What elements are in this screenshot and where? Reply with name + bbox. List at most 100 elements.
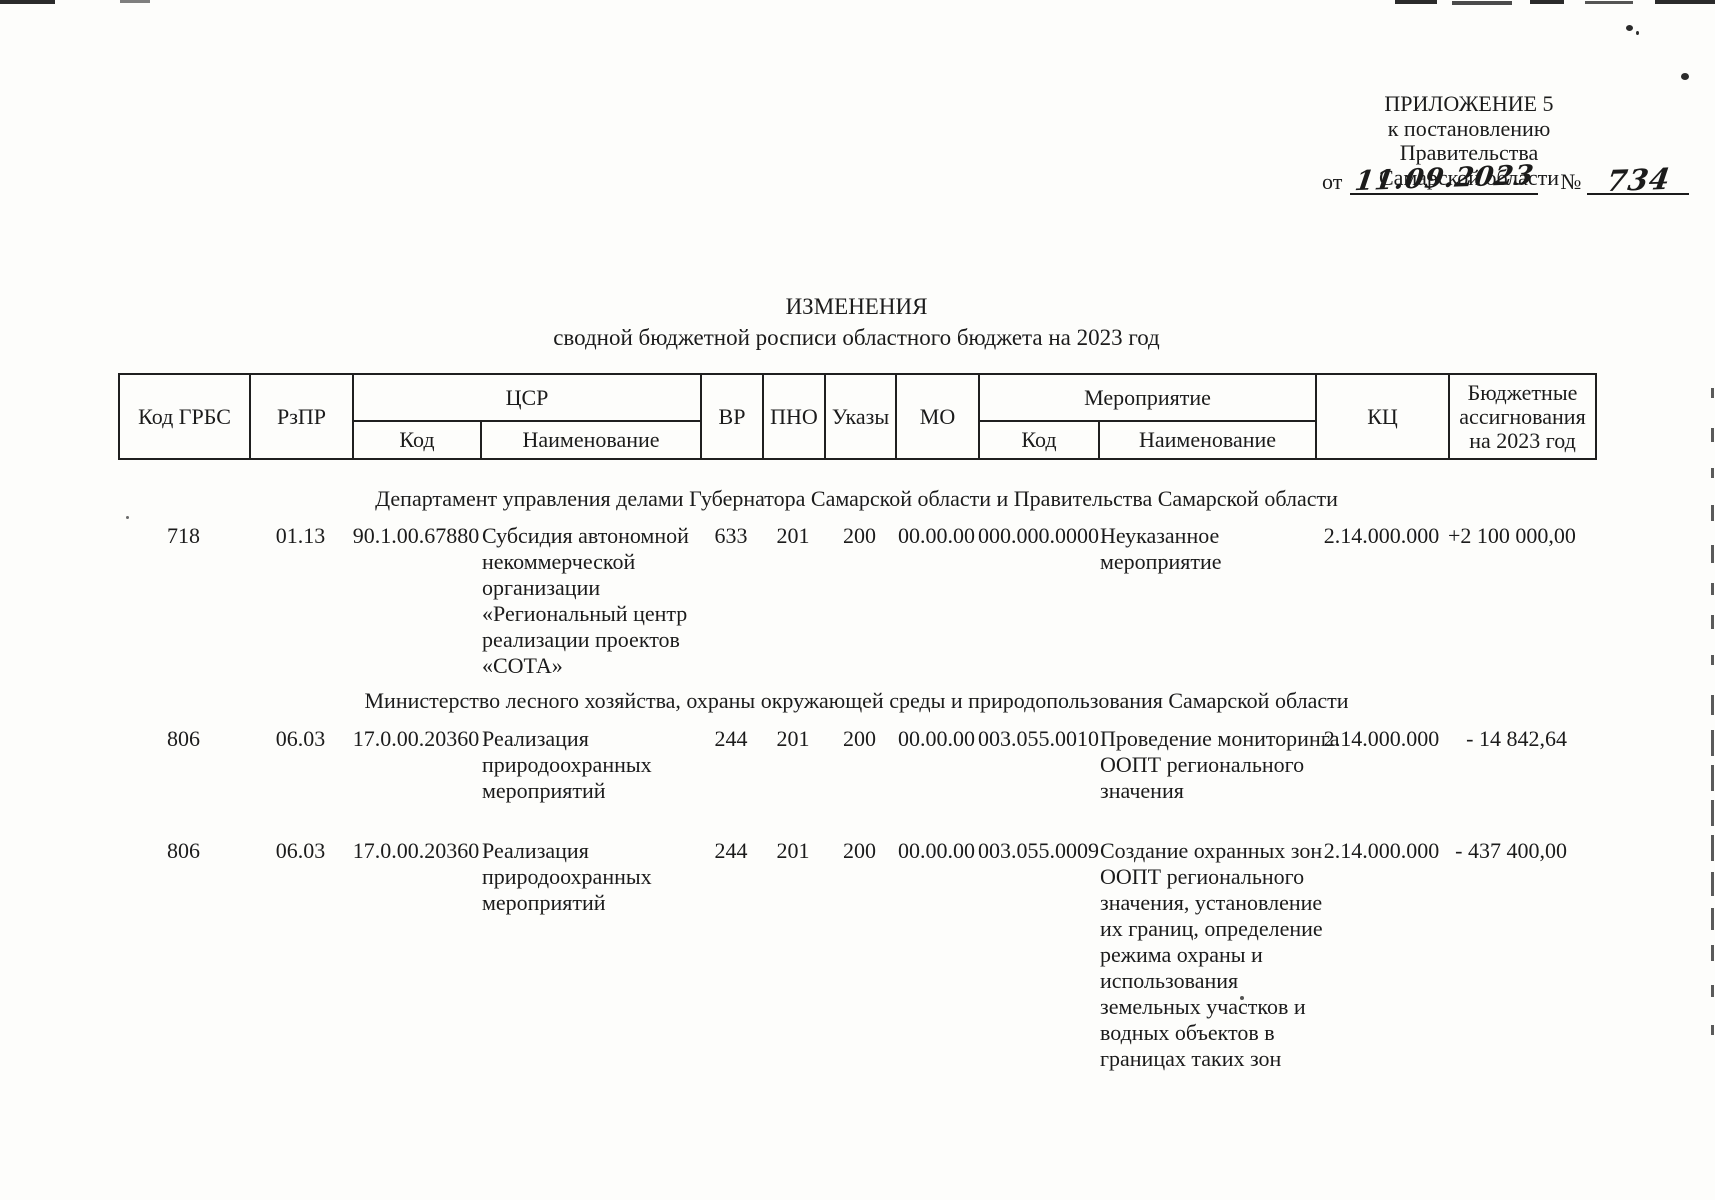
cell-event-name: Создание охранных зон ООПТ регионального… (1100, 838, 1323, 1071)
cell-rzpr: 06.03 (275, 838, 326, 863)
scan-edge-dash (1711, 835, 1714, 861)
col-header-event-code: Код (978, 420, 1100, 460)
scan-edge-dash (1711, 695, 1714, 715)
col-header-event-name: Наименование (1098, 420, 1317, 460)
number-prefix: № (1560, 169, 1582, 194)
cell-csr-code: 90.1.00.67880 (352, 523, 480, 548)
scan-speck (1636, 31, 1639, 35)
scan-edge-dash (1711, 765, 1714, 791)
cell-event-code: 000.000.0000 (978, 523, 1099, 548)
cell-csr-name: Реализация природоохранных мероприятий (482, 726, 652, 803)
scan-edge-dash (1711, 908, 1714, 930)
scan-edge-dash (1711, 583, 1714, 595)
scan-speck (1626, 25, 1633, 31)
scan-mark (0, 0, 55, 4)
scan-edge-dash (1711, 388, 1714, 398)
scan-mark (1530, 0, 1564, 4)
cell-mo: 00.00.00 (898, 726, 975, 751)
col-header-vr: ВР (700, 373, 764, 460)
budget-table-header: Код ГРБС РзПР ЦСР ВР ПНО Указы МО Меропр… (118, 373, 1597, 460)
cell-mo: 00.00.00 (898, 523, 975, 548)
cell-grbs: 806 (167, 726, 200, 751)
section-title: Департамент управления делами Губернатор… (375, 486, 1338, 511)
cell-ukazy: 200 (843, 838, 876, 863)
scan-edge-dash (1711, 428, 1714, 442)
scan-edge-dash (1711, 945, 1714, 961)
document-subtitle: сводной бюджетной росписи областного бюд… (553, 325, 1160, 350)
letterhead-block: ПРИЛОЖЕНИЕ 5 к постановлению Правительст… (1318, 91, 1620, 190)
table-row: 806 06.03 17.0.00.20360 Реализация приро… (118, 838, 1595, 1072)
cell-ukazy: 200 (843, 726, 876, 751)
scan-speck (1681, 73, 1689, 80)
cell-event-code: 003.055.0009 (978, 838, 1099, 863)
scan-edge-dash (1711, 730, 1714, 756)
appendix-label: ПРИЛОЖЕНИЕ 5 (1384, 91, 1554, 116)
scan-mark (1452, 1, 1512, 5)
scan-mark (1395, 0, 1437, 4)
scan-speck (126, 516, 129, 519)
cell-event-name: Неуказанное мероприятие (1100, 523, 1222, 574)
cell-mo: 00.00.00 (898, 838, 975, 863)
cell-vr: 244 (714, 838, 748, 863)
table-row: 718 01.13 90.1.00.67880 Субсидия автоном… (118, 523, 1595, 679)
scan-edge-dash (1711, 872, 1714, 896)
cell-amount: - 437 400,00 (1455, 838, 1567, 863)
cell-csr-code: 17.0.00.20360 (352, 726, 480, 751)
scan-mark (1585, 1, 1633, 4)
cell-vr: 244 (714, 726, 748, 751)
scan-mark (1655, 0, 1715, 4)
cell-csr-code: 17.0.00.20360 (352, 838, 480, 863)
scan-mark (120, 0, 150, 3)
handwritten-number: 734 (1604, 161, 1673, 199)
cell-csr-name: Реализация природоохранных мероприятий (482, 838, 652, 915)
section-title: Министерство лесного хозяйства, охраны о… (364, 688, 1349, 713)
number-underline: 734 (1587, 161, 1690, 199)
cell-kc: 2.14.000.000 (1323, 726, 1440, 751)
scan-edge-dash (1711, 1025, 1714, 1035)
cell-vr: 633 (714, 523, 748, 548)
cell-grbs: 806 (167, 838, 200, 863)
date-number-row: от 11.09.2023 № 734 (1322, 159, 1702, 199)
cell-ukazy: 200 (843, 523, 876, 548)
cell-kc: 2.14.000.000 (1323, 523, 1440, 548)
cell-pno: 201 (776, 726, 810, 751)
scan-edge-dash (1711, 505, 1714, 521)
handwritten-date: 11.09.2023 (1352, 159, 1537, 198)
cell-pno: 201 (776, 838, 810, 863)
col-header-csr-code: Код (352, 420, 482, 460)
col-header-pno: ПНО (762, 373, 826, 460)
col-header-kc: КЦ (1315, 373, 1450, 460)
cell-grbs: 718 (167, 523, 200, 548)
col-header-csr: ЦСР (352, 373, 702, 422)
cell-amount: - 14 842,64 (1466, 726, 1567, 751)
cell-csr-name: Субсидия автономной некоммерческой орган… (482, 523, 689, 678)
col-header-csr-name: Наименование (480, 420, 702, 460)
cell-rzpr: 06.03 (275, 726, 326, 751)
date-underline: 11.09.2023 (1350, 159, 1539, 198)
col-header-event: Мероприятие (978, 373, 1317, 422)
document-title: ИЗМЕНЕНИЯ (785, 294, 928, 319)
col-header-grbs: Код ГРБС (118, 373, 251, 460)
scan-edge-dash (1711, 615, 1714, 629)
document-title-block: ИЗМЕНЕНИЯ сводной бюджетной росписи обла… (118, 291, 1595, 353)
cell-event-code: 003.055.0010 (978, 726, 1099, 751)
date-prefix: от (1322, 169, 1343, 194)
cell-event-name: Проведение мониторинга ООПТ региональног… (1100, 726, 1340, 803)
scan-edge-dash (1711, 468, 1714, 478)
cell-amount: +2 100 000,00 (1448, 523, 1576, 548)
col-header-mo: МО (895, 373, 980, 460)
table-row: 806 06.03 17.0.00.20360 Реализация приро… (118, 726, 1595, 804)
col-header-budget: Бюджетные ассигнования на 2023 год (1448, 373, 1597, 460)
cell-pno: 201 (776, 523, 810, 548)
cell-kc: 2.14.000.000 (1323, 838, 1440, 863)
col-header-rzpr: РзПР (249, 373, 354, 460)
scan-edge-dash (1711, 985, 1714, 997)
cell-rzpr: 01.13 (275, 523, 326, 548)
scan-edge-dash (1711, 545, 1714, 563)
scan-edge-dash (1711, 800, 1714, 826)
decree-reference: к постановлению Правительства (1387, 115, 1551, 165)
col-header-ukazy: Указы (824, 373, 897, 460)
scan-edge-dash (1711, 655, 1714, 665)
region-line: Самарской области (1378, 164, 1560, 190)
